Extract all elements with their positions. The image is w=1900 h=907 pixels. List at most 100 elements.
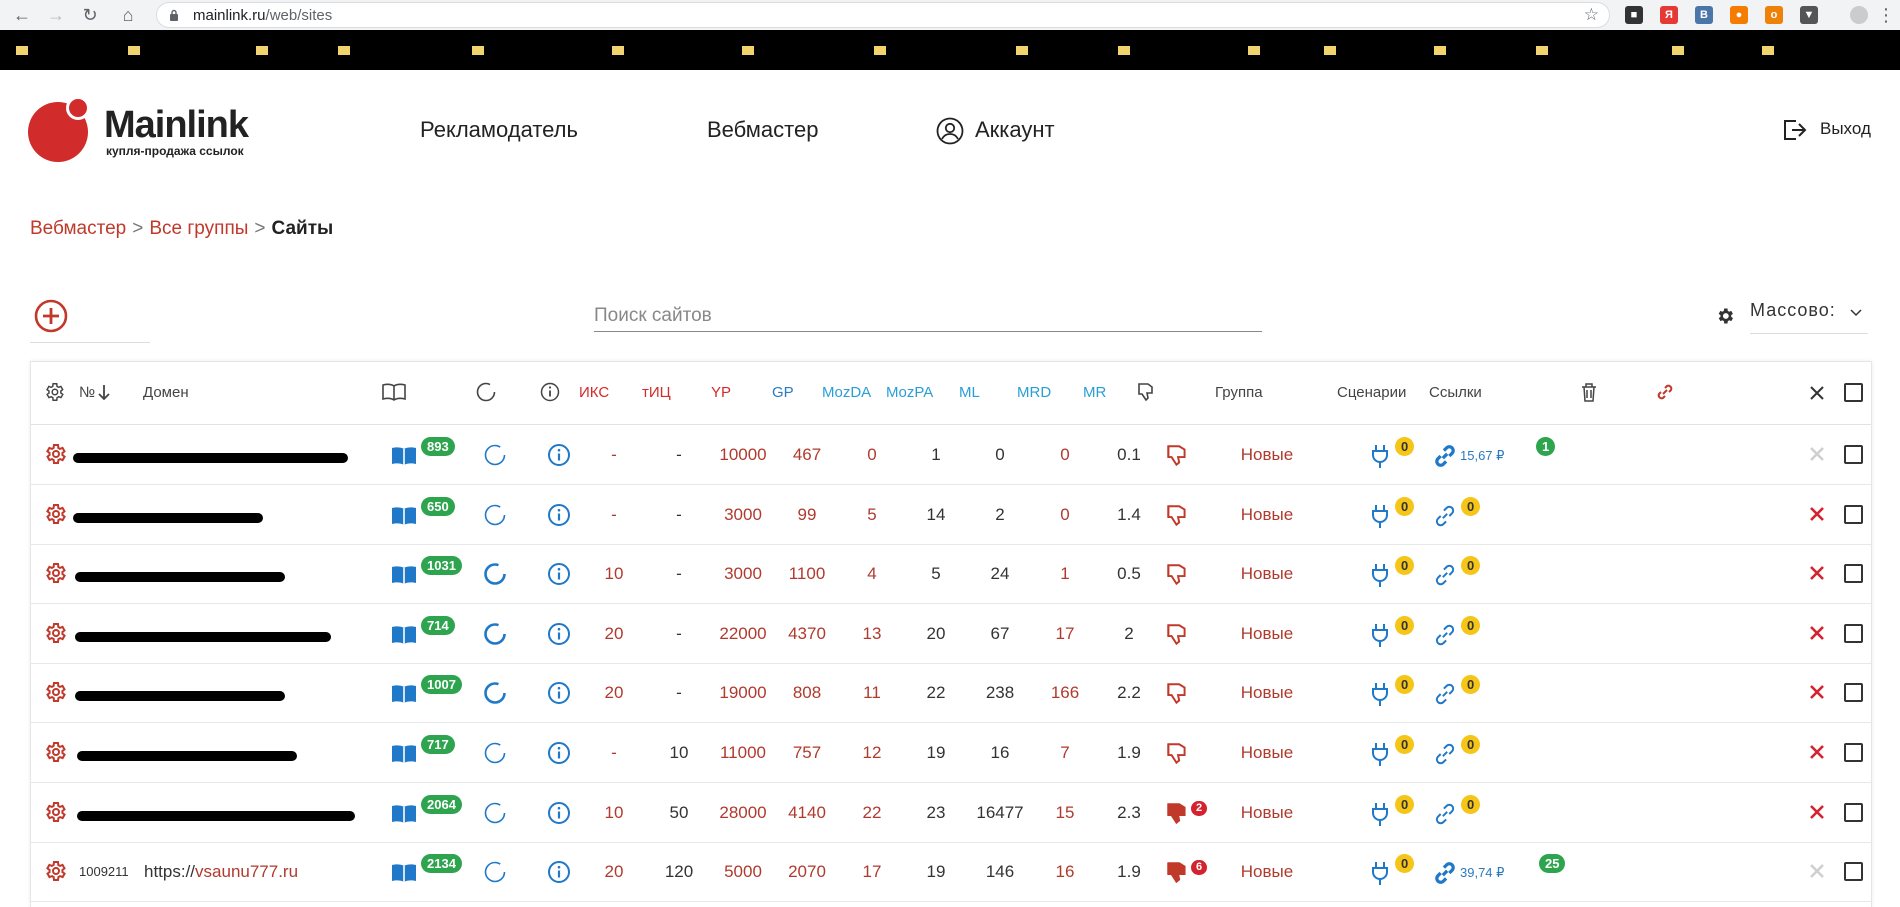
bookmark-item[interactable]: ​ [612, 44, 710, 58]
link-icon[interactable] [1432, 503, 1458, 529]
header-scenarios[interactable]: Сценарии [1337, 384, 1407, 401]
site-search-input[interactable] [594, 300, 1262, 332]
row-settings-gear-icon[interactable] [43, 621, 67, 645]
bookmark-item[interactable]: ​ [472, 44, 560, 58]
mass-action-select[interactable]: Массово: [1750, 300, 1868, 334]
link-icon[interactable] [1432, 562, 1458, 588]
remove-x-icon[interactable] [1808, 862, 1826, 880]
plug-icon[interactable] [1369, 681, 1391, 707]
logout-icon[interactable] [1782, 118, 1808, 142]
bookmark-star-icon[interactable]: ☆ [1583, 5, 1599, 24]
row-settings-gear-icon[interactable] [43, 740, 67, 764]
book-icon[interactable] [390, 444, 418, 468]
bookmark-item[interactable]: ​ [742, 44, 800, 58]
nav-webmaster[interactable]: Вебмастер [707, 117, 819, 142]
remove-x-icon[interactable] [1808, 743, 1826, 761]
thumbs-down-icon[interactable] [1164, 443, 1190, 469]
book-icon[interactable] [390, 563, 418, 587]
header-mrd[interactable]: MRD [1017, 384, 1052, 401]
row-checkbox[interactable] [1844, 743, 1863, 762]
book-icon[interactable] [390, 742, 418, 766]
ok-extension-icon[interactable]: o [1765, 6, 1783, 24]
header-gp[interactable]: GP [772, 384, 794, 401]
bookmark-item[interactable]: ​ [1016, 44, 1094, 58]
header-number[interactable]: № [79, 384, 96, 401]
header-domain[interactable]: Домен [143, 384, 189, 401]
row-checkbox[interactable] [1844, 802, 1863, 822]
thumbs-down-icon[interactable] [1164, 681, 1190, 707]
group-link[interactable]: Новые [1240, 802, 1294, 822]
row-settings-gear-icon[interactable] [43, 442, 67, 466]
bookmark-item[interactable]: ​ [1434, 44, 1532, 58]
thumbs-down-icon[interactable] [1164, 503, 1190, 529]
profile-avatar[interactable] [1850, 6, 1868, 24]
breadcrumb-webmaster[interactable]: Вебмастер [30, 218, 127, 239]
header-mozda[interactable]: MozDA [822, 384, 872, 401]
group-link[interactable]: Новые [1240, 862, 1294, 882]
extension-icon[interactable]: ■ [1625, 6, 1643, 24]
thumbs-down-icon[interactable] [1164, 562, 1190, 588]
header-ml[interactable]: ML [959, 384, 980, 401]
info-icon[interactable] [547, 741, 571, 765]
bookmark-item[interactable]: ​ [1536, 44, 1634, 58]
settings-gear-icon[interactable] [1715, 306, 1735, 326]
forward-arrow-icon[interactable]: → [47, 5, 65, 25]
row-domain-link[interactable]: https://vsaunu777.ru [144, 862, 298, 882]
info-icon[interactable] [547, 562, 571, 586]
broken-link-icon[interactable] [1654, 381, 1676, 403]
header-mr[interactable]: MR [1083, 384, 1107, 401]
group-link[interactable]: Новые [1240, 564, 1294, 584]
add-site-button[interactable] [34, 299, 68, 333]
header-group[interactable]: Группа [1215, 384, 1263, 401]
plug-icon[interactable] [1369, 503, 1391, 529]
row-settings-gear-icon[interactable] [43, 680, 67, 704]
bookmark-item[interactable]: ​ [1324, 44, 1422, 58]
header-links[interactable]: Ссылки [1429, 384, 1482, 401]
thumbs-down-icon[interactable] [1164, 860, 1190, 886]
reload-icon[interactable]: ↻ [82, 5, 98, 25]
row-settings-gear-icon[interactable] [43, 561, 67, 585]
menu-dots-icon[interactable]: ⋮ [1877, 5, 1895, 25]
address-bar[interactable]: mainlink.ru/web/sites ☆ [156, 2, 1610, 28]
thumbs-down-icon[interactable] [1164, 741, 1190, 767]
row-settings-gear-icon[interactable] [43, 502, 67, 526]
user-account-icon[interactable] [936, 117, 964, 145]
link-icon[interactable] [1432, 860, 1458, 886]
remove-x-icon[interactable] [1808, 803, 1826, 821]
book-icon[interactable] [390, 682, 418, 706]
group-link[interactable]: Новые [1240, 683, 1294, 703]
book-icon[interactable] [390, 623, 418, 647]
link-icon[interactable] [1432, 681, 1458, 707]
link-icon[interactable] [1432, 801, 1458, 827]
remove-x-icon[interactable] [1808, 445, 1826, 463]
bookmark-item[interactable]: ​ [1118, 44, 1216, 58]
plug-icon[interactable] [1369, 622, 1391, 648]
plug-icon[interactable] [1369, 801, 1391, 827]
bookmark-item[interactable]: ​ [874, 44, 982, 58]
header-yp[interactable]: YP [711, 384, 732, 401]
plug-icon[interactable] [1369, 741, 1391, 767]
group-link[interactable]: Новые [1240, 623, 1294, 643]
row-settings-gear-icon[interactable] [43, 800, 67, 824]
nav-advertiser[interactable]: Рекламодатель [420, 117, 578, 142]
row-checkbox[interactable] [1844, 504, 1863, 524]
book-icon[interactable] [390, 504, 418, 528]
plug-icon[interactable] [1369, 562, 1391, 588]
row-settings-gear-icon[interactable] [43, 859, 67, 883]
bookmark-item[interactable]: ​ [338, 44, 416, 58]
row-checkbox[interactable] [1844, 564, 1863, 584]
info-icon[interactable] [547, 681, 571, 705]
close-icon[interactable] [1808, 381, 1826, 403]
breadcrumb-all-groups[interactable]: Все группы [149, 218, 249, 239]
header-tic[interactable]: тИЦ [642, 384, 671, 401]
home-icon[interactable]: ⌂ [122, 5, 134, 25]
extension-icon[interactable]: Я [1660, 6, 1678, 24]
link-icon[interactable] [1432, 622, 1458, 648]
remove-x-icon[interactable] [1808, 505, 1826, 523]
thumbs-down-icon[interactable] [1164, 622, 1190, 648]
info-icon[interactable] [547, 801, 571, 825]
info-icon[interactable] [547, 503, 571, 527]
info-icon[interactable] [547, 622, 571, 646]
group-link[interactable]: Новые [1240, 445, 1294, 464]
bookmark-item[interactable]: ​ [1762, 44, 1820, 58]
